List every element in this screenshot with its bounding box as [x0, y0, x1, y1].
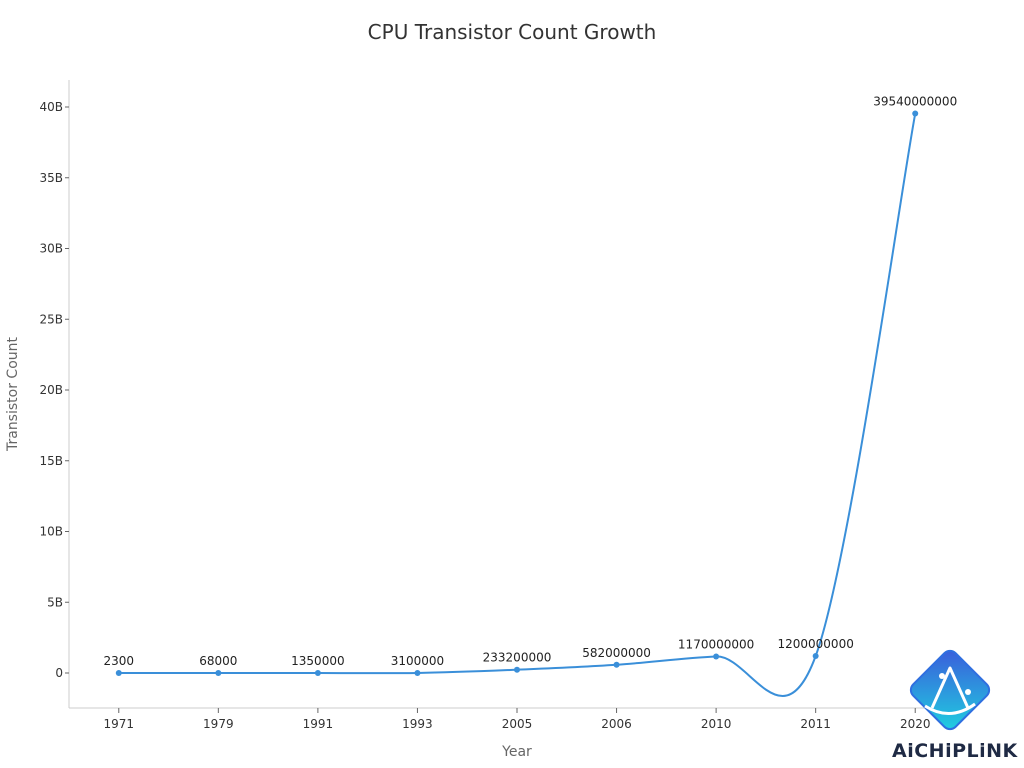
data-point: [713, 653, 720, 660]
series-line: [118, 113, 917, 697]
data-label: 68000: [199, 654, 237, 668]
y-axis-ticks: 0 5B 10B 15B 20B 25B 30B 35B 40B: [39, 100, 69, 680]
data-point: [414, 669, 421, 676]
data-label: 2300: [104, 654, 135, 668]
x-tick-label: 1993: [402, 717, 433, 731]
data-point: [215, 669, 222, 676]
data-labels: 2300 68000 1350000 3100000 233200000 58200000…: [104, 95, 958, 668]
chart-title: CPU Transistor Count Growth: [367, 20, 657, 44]
x-tick-label: 1979: [203, 717, 234, 731]
data-label: 39540000000: [873, 95, 957, 109]
data-point: [912, 110, 919, 117]
data-label: 3100000: [391, 654, 444, 668]
y-tick-label: 5B: [47, 595, 63, 609]
data-point: [613, 661, 620, 668]
x-axis-ticks: 1971 1979 1991 1993 2005 2006 2010 2011 2020: [104, 708, 931, 731]
y-axis-title: Transistor Count: [5, 336, 21, 452]
aichiplink-logo-icon: [909, 649, 991, 731]
x-tick-label: 1971: [104, 717, 135, 731]
x-tick-label: 1991: [303, 717, 334, 731]
watermark-text: AiCHiPLiNK: [892, 740, 1018, 762]
y-tick-label: 40B: [39, 100, 63, 114]
y-tick-label: 35B: [39, 171, 63, 185]
data-label: 233200000: [483, 651, 552, 665]
x-tick-label: 2020: [900, 717, 931, 731]
data-point: [812, 653, 819, 660]
data-label: 1170000000: [678, 637, 754, 651]
y-tick-label: 30B: [39, 242, 63, 256]
data-label: 582000000: [582, 646, 651, 660]
y-tick-label: 10B: [39, 525, 63, 539]
y-tick-label: 25B: [39, 312, 63, 326]
data-label: 1350000: [291, 654, 344, 668]
x-tick-label: 2006: [601, 717, 632, 731]
x-tick-label: 2010: [701, 717, 732, 731]
y-tick-label: 0: [55, 666, 63, 680]
data-point: [115, 669, 122, 676]
chart-axes: [68, 80, 965, 709]
data-label: 1200000000: [777, 637, 853, 651]
data-point: [314, 669, 321, 676]
y-tick-label: 20B: [39, 383, 63, 397]
x-axis-title: Year: [501, 744, 532, 760]
x-tick-label: 2011: [800, 717, 831, 731]
x-tick-label: 2005: [502, 717, 533, 731]
y-tick-label: 15B: [39, 454, 63, 468]
data-points: [115, 110, 919, 676]
data-point: [514, 666, 520, 673]
